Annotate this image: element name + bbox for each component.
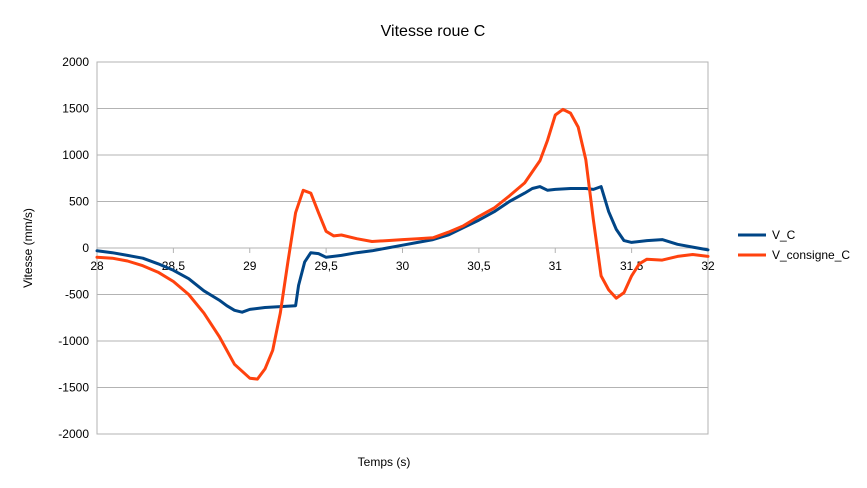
series-line-v-c	[95, 185, 710, 314]
series-line-v-consigne-c	[95, 107, 710, 381]
x-tick-label: 30,5	[467, 259, 491, 273]
x-axis-label: Temps (s)	[358, 455, 411, 469]
x-tick-label: 31,5	[620, 259, 644, 273]
y-axis: 2000 1500 1000 500 0 -500 -1000 -1500 -2000	[58, 55, 89, 441]
x-tick-label: 28,5	[162, 259, 186, 273]
x-tick-label: 28	[90, 259, 104, 273]
x-tick-label: 31	[549, 259, 563, 273]
legend-label: V_C	[772, 228, 796, 242]
x-tick-label: 32	[701, 259, 715, 273]
legend: V_C V_consigne_C	[738, 228, 850, 262]
legend-label: V_consigne_C	[772, 248, 850, 262]
y-tick-label: 1500	[62, 102, 89, 116]
y-tick-label: -500	[65, 288, 89, 302]
y-tick-label: 0	[82, 241, 89, 255]
x-tick-label: 30	[396, 259, 410, 273]
series-lines	[95, 107, 710, 381]
y-tick-label: -1000	[58, 334, 89, 348]
y-axis-label: Vitesse (mm/s)	[21, 208, 35, 288]
y-tick-label: 500	[69, 195, 89, 209]
y-tick-label: 2000	[62, 55, 89, 69]
y-tick-label: -1500	[58, 381, 89, 395]
y-tick-label: 1000	[62, 148, 89, 162]
chart-title: Vitesse roue C	[381, 23, 486, 40]
x-tick-label: 29	[243, 259, 257, 273]
x-tick-label: 29,5	[314, 259, 338, 273]
x-axis: 28 28,5 29 29,5 30 30,5 31 31,5 32	[90, 248, 715, 273]
y-tick-label: -2000	[58, 427, 89, 441]
